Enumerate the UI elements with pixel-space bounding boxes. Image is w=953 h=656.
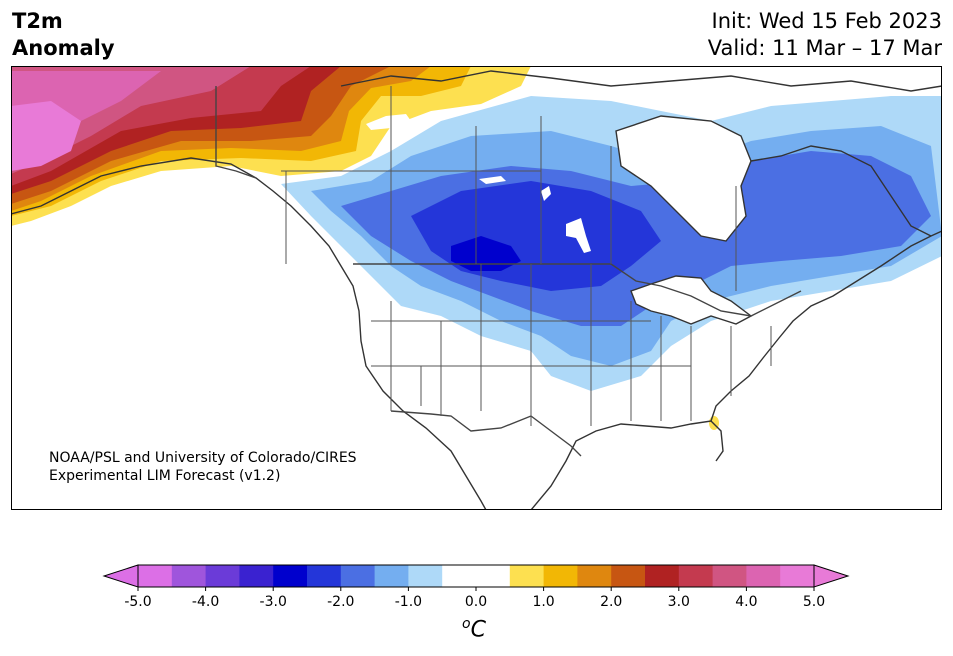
colorbar-cell: [712, 565, 747, 587]
labrador-coast: [750, 145, 932, 237]
colorbar-cell: [307, 565, 342, 587]
arctic-coast: [340, 70, 942, 92]
lake-3: [541, 186, 551, 201]
init-date: Init: Wed 15 Feb 2023: [711, 9, 942, 33]
colorbar-tick-label: 5.0: [803, 594, 825, 610]
colorbar-tick-label: -2.0: [327, 594, 354, 610]
colorbar-tick-label: 1.0: [532, 594, 554, 610]
colorbar-cell: [746, 565, 781, 587]
colorbar-cell: [645, 565, 680, 587]
colorbar-cell: [273, 565, 308, 587]
colorbar-cells: [102, 564, 850, 588]
colorbar-cell: [678, 565, 714, 587]
colorbar-cell: [340, 565, 376, 587]
map-frame: [11, 66, 942, 510]
lake-2: [479, 176, 506, 184]
lake-4: [566, 218, 591, 253]
state-borders: [371, 264, 772, 426]
colorbar-ticks: -5.0 -4.0 -3.0 -2.0 -1.0 0.0 1.0 2.0 3.0 4.0 5.0: [124, 587, 825, 610]
colorbar-cell: [374, 565, 409, 587]
alaska-border: [215, 86, 257, 179]
us-mexico-border: [390, 410, 582, 457]
colorbar-cell: [543, 565, 578, 587]
colorbar-tick-label: 0.0: [465, 594, 487, 610]
colorbar-tick-label: -4.0: [192, 594, 219, 610]
credit-line-1: NOAA/PSL and University of Colorado/CIRE…: [49, 450, 357, 466]
colorbar-cell: [780, 565, 815, 587]
unit-base: C: [470, 617, 486, 643]
colorbar-cell: [577, 565, 612, 587]
colorbar-cell: [476, 565, 511, 587]
anomaly-map: [11, 66, 942, 510]
colorbar-extend-max: [813, 564, 850, 588]
great-lakes-outline: [630, 275, 753, 325]
colorbar-cell: [611, 565, 646, 587]
colorbar-cell: [171, 565, 207, 587]
atlantic-coast: [710, 230, 942, 422]
colorbar-extend-min: [102, 564, 139, 588]
colorbar-tick-label: 4.0: [735, 594, 757, 610]
colorbar-tick-label: -3.0: [260, 594, 287, 610]
colorbar-tick-label: -1.0: [395, 594, 422, 610]
unit-degree: o: [462, 616, 471, 632]
colorbar-tick-label: -5.0: [124, 594, 151, 610]
valid-range: Valid: 11 Mar – 17 Mar: [707, 36, 942, 60]
map-borders: [11, 70, 942, 510]
cold-contour-5: [451, 236, 521, 271]
us-canada-border: [353, 263, 802, 317]
date-block: Init: Wed 15 Feb 2023 Valid: 11 Mar – 17…: [708, 8, 942, 62]
colorbar: -5.0 -4.0 -3.0 -2.0 -1.0 0.0 1.0 2.0 3.0 4.0 5.0: [102, 564, 850, 610]
credit-line-2: Experimental LIM Forecast (v1.2): [49, 468, 281, 484]
title-block: T2m Anomaly: [12, 8, 115, 62]
colorbar-cell: [205, 565, 240, 587]
colorbar-cell: [509, 565, 545, 587]
warm-contour-9: [11, 101, 81, 171]
unit-label: oC: [462, 616, 486, 642]
pacific-coast: [11, 157, 487, 510]
colorbar-cell: [442, 565, 477, 587]
anomaly-title: Anomaly: [12, 36, 115, 60]
great-lakes: [631, 276, 751, 324]
colorbar-cell: [408, 565, 443, 587]
hudson-bay-coast: [615, 115, 752, 242]
colorbar-tick-label: 2.0: [600, 594, 622, 610]
hudson-bay: [616, 116, 751, 241]
gulf-coast: [530, 420, 724, 510]
colorbar-tick-label: 3.0: [668, 594, 690, 610]
lake-1: [366, 114, 411, 130]
province-borders: [281, 86, 737, 291]
credit-text: NOAA/PSL and University of Colorado/CIRE…: [49, 449, 357, 485]
colorbar-cell: [138, 565, 173, 587]
colorbar-cell: [239, 565, 274, 587]
variable-title: T2m: [12, 9, 63, 33]
